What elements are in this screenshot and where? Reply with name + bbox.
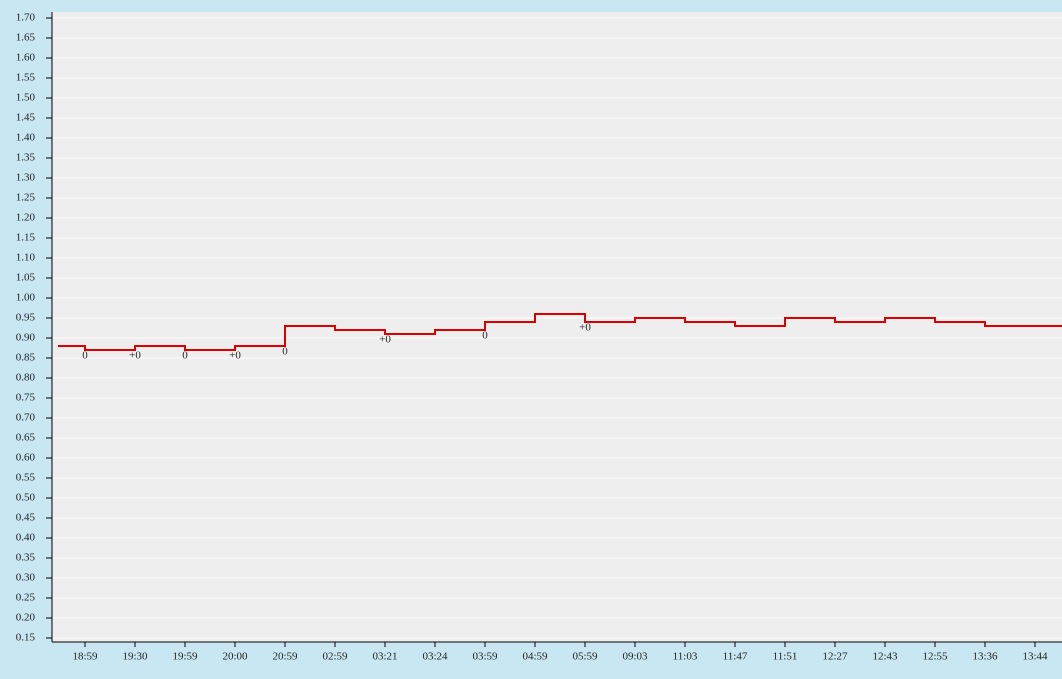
y-tick-label: 0.60 <box>16 452 36 464</box>
y-tick-label: 0.90 <box>16 332 36 344</box>
y-tick-label: 0.85 <box>16 352 36 364</box>
x-tick-label: 20:59 <box>272 651 298 663</box>
annotation: +0 <box>379 334 391 346</box>
y-tick-label: 0.15 <box>16 632 36 644</box>
y-tick-label: 0.65 <box>16 432 36 444</box>
y-tick-label: 0.55 <box>16 472 36 484</box>
x-tick-label: 03:21 <box>372 651 397 663</box>
y-tick-label: 1.65 <box>16 32 36 44</box>
y-tick-label: 0.80 <box>16 372 36 384</box>
y-tick-label: 1.00 <box>16 292 36 304</box>
x-tick-label: 20:00 <box>222 651 248 663</box>
y-tick-label: 1.35 <box>16 152 36 164</box>
y-tick-label: 0.40 <box>16 532 36 544</box>
x-tick-label: 02:59 <box>322 651 348 663</box>
x-tick-label: 19:59 <box>172 651 198 663</box>
y-tick-label: 0.25 <box>16 592 36 604</box>
x-tick-label: 19:30 <box>122 651 148 663</box>
x-tick-label: 12:27 <box>822 651 848 663</box>
annotation: +0 <box>129 350 141 362</box>
x-tick-label: 04:59 <box>522 651 548 663</box>
x-tick-label: 12:43 <box>872 651 898 663</box>
y-tick-label: 0.95 <box>16 312 36 324</box>
annotation: 0 <box>482 330 488 342</box>
y-tick-label: 1.60 <box>16 52 36 64</box>
y-tick-label: 1.50 <box>16 92 36 104</box>
y-tick-label: 0.75 <box>16 392 36 404</box>
y-tick-label: 0.30 <box>16 572 36 584</box>
y-tick-label: 1.55 <box>16 72 36 84</box>
annotation: 0 <box>182 350 188 362</box>
y-tick-label: 1.25 <box>16 192 36 204</box>
y-tick-label: 1.45 <box>16 112 36 124</box>
x-tick-label: 13:36 <box>972 651 998 663</box>
y-tick-label: 1.20 <box>16 212 36 224</box>
x-tick-label: 03:59 <box>472 651 498 663</box>
x-tick-label: 13:44 <box>1022 651 1048 663</box>
plot-area <box>52 12 1062 642</box>
y-tick-label: 1.70 <box>16 12 36 24</box>
annotation: 0 <box>82 350 88 362</box>
y-tick-label: 0.70 <box>16 412 36 424</box>
y-tick-label: 1.05 <box>16 272 36 284</box>
x-tick-label: 05:59 <box>572 651 598 663</box>
step-line <box>58 313 1062 351</box>
x-tick-label: 11:51 <box>773 651 798 663</box>
x-tick-label: 11:03 <box>673 651 698 663</box>
x-tick-label: 03:24 <box>422 651 448 663</box>
y-tick-label: 0.20 <box>16 612 36 624</box>
x-tick-label: 12:55 <box>922 651 948 663</box>
annotation: +0 <box>229 350 241 362</box>
x-tick-label: 09:03 <box>622 651 648 663</box>
y-tick-label: 1.10 <box>16 252 36 264</box>
y-tick-label: 0.50 <box>16 492 36 504</box>
x-tick-label: 18:59 <box>72 651 98 663</box>
y-tick-label: 1.40 <box>16 132 36 144</box>
annotation: +0 <box>579 322 591 334</box>
y-tick-label: 0.45 <box>16 512 36 524</box>
y-tick-label: 1.15 <box>16 232 36 244</box>
x-tick-label: 11:47 <box>723 651 748 663</box>
y-tick-label: 0.35 <box>16 552 36 564</box>
annotation: 0 <box>282 346 288 358</box>
y-tick-label: 1.30 <box>16 172 36 184</box>
